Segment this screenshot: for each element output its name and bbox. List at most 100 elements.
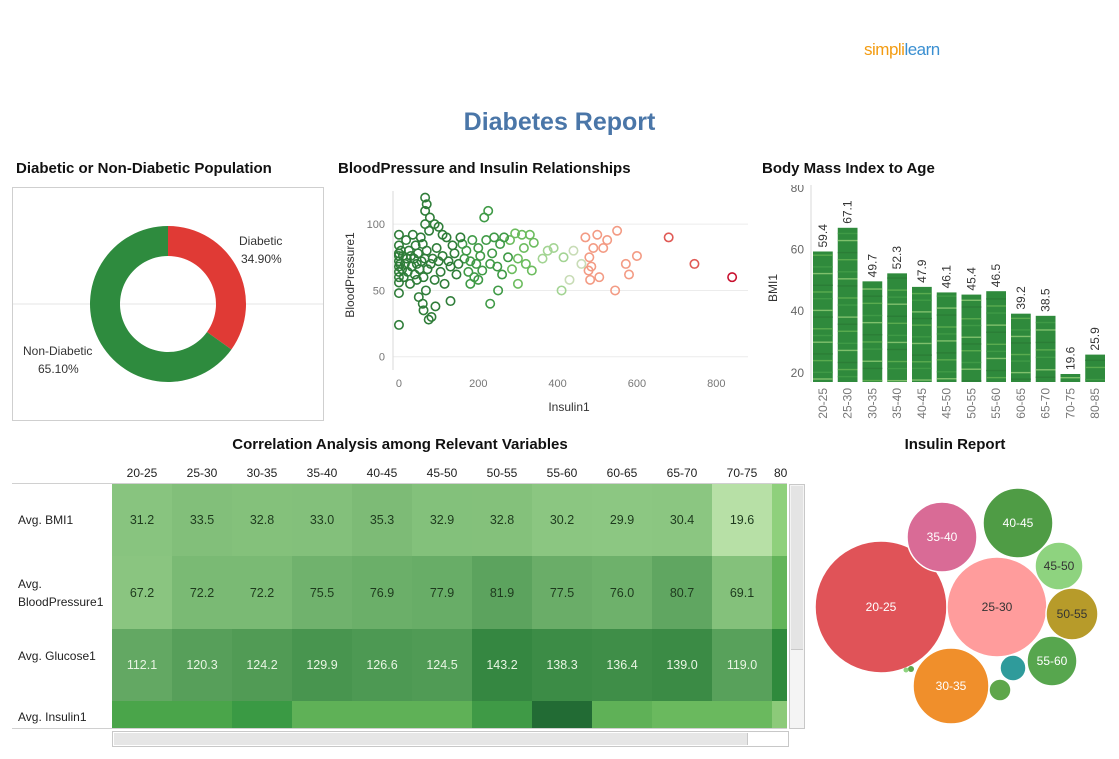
scatter-point[interactable]: [435, 266, 446, 277]
bubble-25-30[interactable]: 25-30: [946, 556, 1048, 658]
heatmap-cell[interactable]: 29.9: [592, 484, 652, 556]
scatter-point[interactable]: [516, 229, 527, 240]
scatter-point[interactable]: [631, 250, 642, 261]
scatter-point[interactable]: [481, 235, 492, 246]
scatter-point[interactable]: [393, 261, 404, 272]
heatmap-cell[interactable]: 69.1: [712, 556, 772, 629]
scatter-point[interactable]: [612, 225, 623, 236]
scatter-point[interactable]: [393, 272, 404, 283]
scatter-point[interactable]: [592, 229, 603, 240]
scatter-point[interactable]: [455, 232, 466, 243]
bmi-bar-55-60[interactable]: [986, 291, 1006, 382]
heatmap-cell[interactable]: [592, 701, 652, 729]
scatter-point[interactable]: [512, 278, 523, 289]
scatter-point[interactable]: [528, 237, 539, 248]
scatter-point[interactable]: [457, 239, 468, 250]
heatmap-cell[interactable]: 30.2: [532, 484, 592, 556]
heatmap-cell[interactable]: 124.5: [412, 629, 472, 701]
scatter-point[interactable]: [429, 274, 440, 285]
heatmap-cell[interactable]: 19.6: [712, 484, 772, 556]
scatter-point[interactable]: [426, 311, 437, 322]
scatter-point[interactable]: [445, 296, 456, 307]
heatmap-cell[interactable]: [772, 629, 787, 701]
scatter-point[interactable]: [548, 243, 559, 254]
scatter-point[interactable]: [453, 258, 464, 269]
heatmap-cell[interactable]: 32.8: [472, 484, 532, 556]
scatter-point[interactable]: [598, 243, 609, 254]
bmi-bar-25-30[interactable]: [837, 227, 858, 382]
heatmap-cell[interactable]: 72.2: [232, 556, 292, 629]
scatter-point[interactable]: [393, 250, 404, 261]
scatter-point[interactable]: [503, 252, 514, 263]
scatter-point[interactable]: [602, 235, 613, 246]
scatter-point[interactable]: [420, 219, 431, 230]
scatter-point[interactable]: [727, 272, 738, 283]
scatter-point[interactable]: [447, 240, 458, 251]
heatmap-cell[interactable]: 76.9: [352, 556, 412, 629]
bubble-unlabeled[interactable]: [999, 654, 1027, 682]
scatter-point[interactable]: [395, 245, 406, 256]
scatter-point[interactable]: [479, 212, 490, 223]
scatter-point[interactable]: [424, 212, 435, 223]
bmi-bar-80-85[interactable]: [1085, 354, 1105, 382]
scatter-point[interactable]: [489, 232, 500, 243]
scatter-point[interactable]: [423, 314, 434, 325]
scatter-point[interactable]: [393, 277, 404, 288]
scatter-point[interactable]: [410, 240, 421, 251]
heatmap-cell[interactable]: 120.3: [172, 629, 232, 701]
scatter-point[interactable]: [473, 274, 484, 285]
heatmap-cell[interactable]: [232, 701, 292, 729]
scatter-point[interactable]: [576, 258, 587, 269]
scatter-point[interactable]: [459, 253, 470, 264]
scatter-point[interactable]: [580, 232, 591, 243]
heatmap-cell[interactable]: [412, 701, 472, 729]
scatter-point[interactable]: [588, 243, 599, 254]
heatmap-cell[interactable]: [532, 701, 592, 729]
scatter-point[interactable]: [506, 264, 517, 275]
scatter-point[interactable]: [425, 258, 436, 269]
bmi-bar-70-75[interactable]: [1060, 373, 1081, 382]
scatter-point[interactable]: [437, 229, 448, 240]
scatter-point[interactable]: [568, 245, 579, 256]
scatter-point[interactable]: [418, 305, 429, 316]
heatmap-cell[interactable]: 30.4: [652, 484, 712, 556]
scatter-point[interactable]: [463, 266, 474, 277]
scatter-point[interactable]: [663, 232, 674, 243]
heatmap-cell[interactable]: [712, 701, 772, 729]
scatter-point[interactable]: [411, 258, 422, 269]
scatter-point[interactable]: [485, 298, 496, 309]
scatter-point[interactable]: [493, 285, 504, 296]
heatmap-cell[interactable]: 124.2: [232, 629, 292, 701]
scatter-point[interactable]: [475, 250, 486, 261]
scatter-point[interactable]: [433, 221, 444, 232]
scatter-point[interactable]: [449, 248, 460, 259]
scatter-point[interactable]: [583, 265, 594, 276]
bubble-50-55[interactable]: 50-55: [1045, 587, 1099, 641]
scatter-point[interactable]: [393, 288, 404, 299]
vertical-scroll-thumb[interactable]: [791, 486, 803, 650]
heatmap-cell[interactable]: 139.0: [652, 629, 712, 701]
scatter-point[interactable]: [451, 269, 462, 280]
scatter-point[interactable]: [558, 252, 569, 263]
scatter-point[interactable]: [445, 261, 456, 272]
bmi-bar-45-50[interactable]: [936, 292, 957, 382]
heatmap-cell[interactable]: [772, 484, 787, 556]
heatmap-cell[interactable]: 138.3: [532, 629, 592, 701]
scatter-point[interactable]: [624, 269, 635, 280]
scatter-point[interactable]: [689, 258, 700, 269]
heatmap-cell[interactable]: 112.1: [112, 629, 172, 701]
scatter-point[interactable]: [393, 240, 404, 251]
scatter-point[interactable]: [439, 278, 450, 289]
scatter-point[interactable]: [420, 192, 431, 203]
heatmap-cell[interactable]: 67.2: [112, 556, 172, 629]
scatter-point[interactable]: [420, 205, 431, 216]
scatter-point[interactable]: [407, 229, 418, 240]
heatmap-cell[interactable]: 81.9: [472, 556, 532, 629]
heatmap-cell[interactable]: 33.5: [172, 484, 232, 556]
scatter-point[interactable]: [421, 199, 432, 210]
heatmap-cell[interactable]: [772, 701, 787, 729]
bubble-35-40[interactable]: 35-40: [906, 501, 978, 573]
scatter-point[interactable]: [471, 258, 482, 269]
bubble-55-60[interactable]: 55-60: [1026, 635, 1078, 687]
scatter-point[interactable]: [485, 258, 496, 269]
